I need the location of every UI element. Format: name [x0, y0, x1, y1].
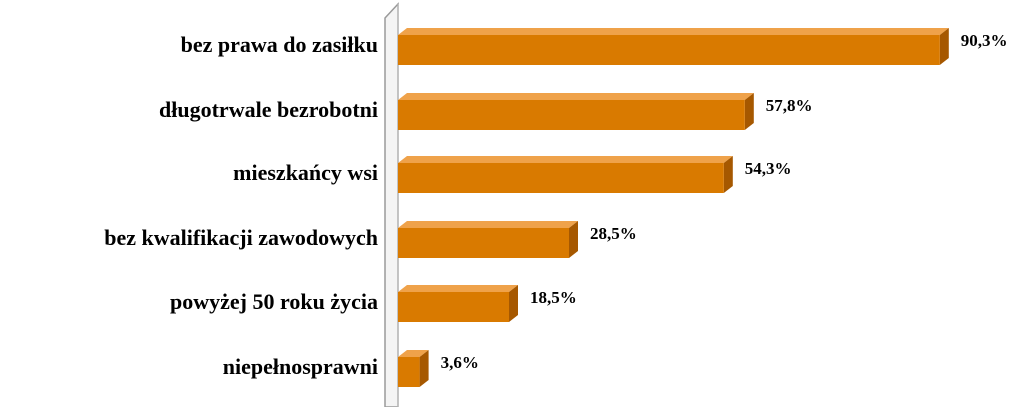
bar-side: [569, 221, 578, 258]
bar: [398, 100, 745, 130]
axis-wall: [384, 2, 399, 407]
category-label: niepełnosprawni: [223, 354, 378, 379]
bar: [398, 228, 569, 258]
value-label: 57,8%: [766, 96, 813, 115]
bar: [398, 35, 940, 65]
bar-side: [939, 28, 949, 65]
bar-top: [398, 28, 949, 35]
value-label: 28,5%: [590, 224, 637, 243]
category-label: bez kwalifikacji zawodowych: [104, 225, 378, 250]
category-label: bez prawa do zasiłku: [181, 32, 378, 57]
bar: [398, 163, 724, 193]
category-label: długotrwale bezrobotni: [159, 97, 378, 122]
bar-top: [398, 350, 429, 357]
bar-side: [419, 350, 429, 387]
value-label: 3,6%: [441, 353, 479, 372]
bar: [398, 292, 509, 322]
bar-top: [398, 285, 518, 292]
bar-side: [744, 93, 754, 130]
category-label: powyżej 50 roku życia: [170, 289, 378, 314]
value-label: 90,3%: [961, 31, 1008, 50]
value-label: 18,5%: [530, 288, 577, 307]
bar: [398, 357, 420, 387]
bar-top: [398, 221, 578, 228]
value-label: 54,3%: [745, 159, 792, 178]
category-label: mieszkańcy wsi: [233, 160, 378, 185]
bar-side: [723, 156, 733, 193]
bar-top: [398, 93, 754, 100]
bar-side: [509, 285, 518, 322]
bar-top: [398, 156, 733, 163]
